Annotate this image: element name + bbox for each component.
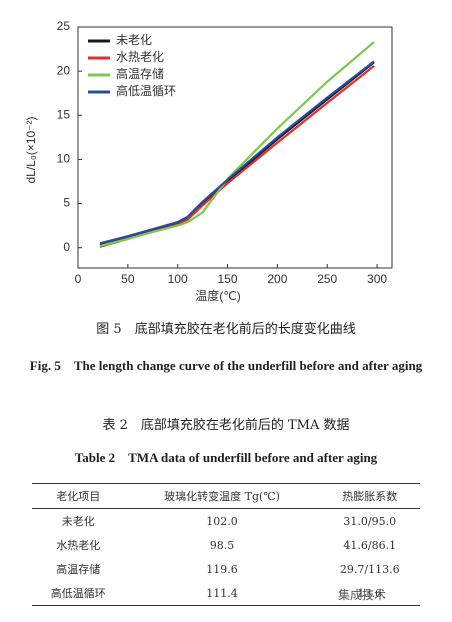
figure-caption-en: Fig. 5 The length change curve of the un… — [29, 358, 423, 373]
y-tick-label: 0 — [63, 240, 70, 254]
watermark: 集成技术 — [338, 588, 387, 602]
chart: 温度(℃) dL/L₀(×10⁻²) 0 50 100 150 200 250 300 0 5 1… — [24, 19, 393, 303]
table-caption: 表 2 底部填充胶在老化前后的 TMA 数据 — [102, 418, 350, 433]
table-cell: 111.4 — [206, 586, 238, 600]
table-cell: 119.6 — [206, 562, 238, 576]
table-header: 老化项目 玻璃化转变温度 Tg(℃) 热膨胀系数 — [32, 483, 420, 509]
y-tick-label: 25 — [57, 19, 71, 33]
table-cell: 未老化 — [61, 515, 95, 528]
line-series — [99, 60, 375, 245]
x-tick-label: 200 — [267, 272, 287, 286]
legend-label: 未老化 — [116, 33, 152, 47]
column-header: 玻璃化转变温度 Tg(℃) — [164, 490, 280, 503]
x-tick-label: 0 — [75, 272, 82, 286]
x-axis-label: 温度(℃) — [195, 288, 240, 303]
y-tick-label: 20 — [57, 63, 71, 77]
table-row: 高低温循环 111.4 13.6 — [32, 581, 420, 606]
line-series — [99, 41, 375, 247]
legend-label: 高低温循环 — [116, 83, 176, 98]
table-row: 未老化 102.0 31.0/95.0 — [32, 509, 420, 534]
figure-caption: 图 5 底部填充胶在老化前后的长度变化曲线 — [96, 322, 356, 337]
table-caption-en: Table 2 TMA data of underfill before and… — [74, 450, 378, 465]
y-axis-label: dL/L₀(×10⁻²) — [24, 116, 38, 183]
data-table: 老化项目 玻璃化转变温度 Tg(℃) 热膨胀系数 未老化 102.0 31.0/95.0… — [32, 483, 420, 606]
column-header: 热膨胀系数 — [342, 490, 398, 503]
plot-frame — [77, 26, 393, 269]
column-header: 老化项目 — [56, 490, 101, 503]
x-tick-label: 50 — [121, 272, 135, 286]
table-cell: 13.6 — [357, 586, 382, 600]
table-cell: 102.0 — [206, 514, 238, 528]
x-tick-label: 100 — [168, 272, 188, 286]
table-cell: 98.5 — [209, 538, 235, 552]
table-cell: 高低温循环 — [50, 587, 106, 600]
table-row: 高温存储 119.6 29.7/113.6 — [32, 557, 420, 581]
table-row: 水热老化 98.5 41.6/86.1 — [32, 533, 420, 557]
table-cell: 水热老化 — [56, 539, 101, 552]
table-cell: 高温存储 — [56, 563, 101, 576]
x-tick-label: 250 — [317, 272, 337, 286]
legend-label: 水热老化 — [116, 50, 164, 64]
table-cell: 29.7/113.6 — [339, 562, 400, 576]
y-tick-label: 10 — [57, 152, 71, 166]
y-tick-label: 15 — [57, 107, 71, 121]
x-tick-label: 150 — [218, 272, 238, 286]
table-cell: 31.0/95.0 — [343, 514, 397, 528]
x-tick-label: 300 — [367, 272, 387, 286]
table-cell: 41.6/86.1 — [343, 538, 397, 552]
legend-label: 高温存储 — [116, 66, 164, 81]
y-tick-label: 5 — [63, 196, 70, 210]
